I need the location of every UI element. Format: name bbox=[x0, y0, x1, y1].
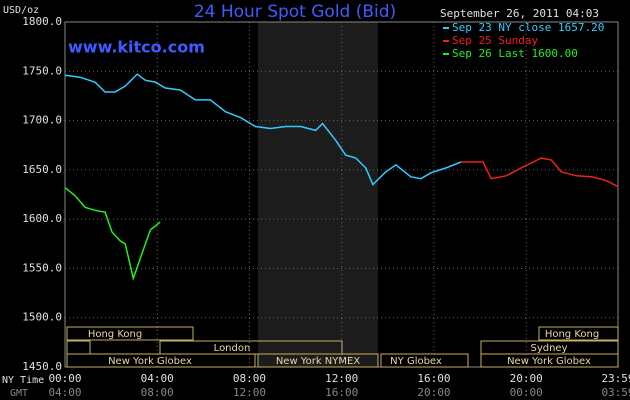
x-tick-label-gmt: 00:00 bbox=[510, 386, 543, 399]
lines bbox=[64, 73, 619, 281]
x-tick-label: 23:59 bbox=[601, 372, 630, 385]
x-tick-label-gmt: 20:00 bbox=[417, 386, 450, 399]
y-tick-label: 1550.0 bbox=[22, 261, 62, 274]
x-tick-label: 04:00 bbox=[141, 372, 174, 385]
session-label: New York NYMEX bbox=[276, 356, 361, 367]
session-box bbox=[66, 326, 194, 341]
x-tick-label-gmt: 16:00 bbox=[325, 386, 358, 399]
chart-title: 24 Hour Spot Gold (Bid) bbox=[194, 2, 396, 22]
y-tick-label: 1500.0 bbox=[22, 311, 62, 324]
session-label: Hong Kong bbox=[88, 329, 142, 340]
session-label: New York Globex bbox=[507, 356, 591, 367]
timestamp: September 26, 2011 04:03 bbox=[440, 7, 599, 20]
sessions: Hong Kong London New York Globex New Yor… bbox=[66, 326, 619, 368]
session-box bbox=[257, 353, 379, 368]
legend-label: Sep 26 Last 1600.00 bbox=[452, 47, 578, 60]
y-tick-label: 1450.0 bbox=[22, 360, 62, 373]
source: www.kitco.com bbox=[68, 38, 205, 57]
session-label: New York Globex bbox=[108, 356, 192, 367]
session-box bbox=[480, 340, 619, 355]
session-label: Hong Kong bbox=[545, 329, 599, 340]
y-tick-label: 1800.0 bbox=[22, 15, 62, 28]
x-tick-label-gmt: 04:00 bbox=[48, 386, 81, 399]
y-axis-label: USD/oz bbox=[3, 5, 39, 16]
x-axis-label: GMT bbox=[10, 388, 28, 399]
y-tick-label: 1700.0 bbox=[22, 114, 62, 127]
session-label: Sydney bbox=[530, 343, 567, 354]
nymex-shade bbox=[258, 22, 378, 367]
x-tick-label-gmt: 08:00 bbox=[141, 386, 174, 399]
session-label: NY Globex bbox=[390, 356, 442, 367]
price-line bbox=[64, 187, 161, 281]
price-line bbox=[461, 157, 619, 188]
session-box bbox=[538, 326, 619, 341]
y-tick-label: 1600.0 bbox=[22, 212, 62, 225]
session-label: London bbox=[214, 343, 251, 354]
session-box bbox=[380, 353, 469, 368]
price-line bbox=[64, 73, 462, 186]
x-tick-label: 20:00 bbox=[510, 372, 543, 385]
legend-label: Sep 23 NY close 1657.20 bbox=[452, 21, 604, 34]
y-tick-label: 1750.0 bbox=[22, 64, 62, 77]
x-tick-label-gmt: 12:00 bbox=[233, 386, 266, 399]
x-tick-label: 16:00 bbox=[417, 372, 450, 385]
legend-label: Sep 25 Sunday bbox=[452, 34, 538, 47]
y-tick-label: 1650.0 bbox=[22, 163, 62, 176]
session-box bbox=[66, 353, 256, 368]
x-tick-label: 08:00 bbox=[233, 372, 266, 385]
x-tick-label: 00:00 bbox=[48, 372, 81, 385]
x-tick-label-gmt: 03:59 bbox=[601, 386, 630, 399]
x-tick-label: 12:00 bbox=[325, 372, 358, 385]
x-axis-label: NY Time bbox=[2, 375, 44, 386]
